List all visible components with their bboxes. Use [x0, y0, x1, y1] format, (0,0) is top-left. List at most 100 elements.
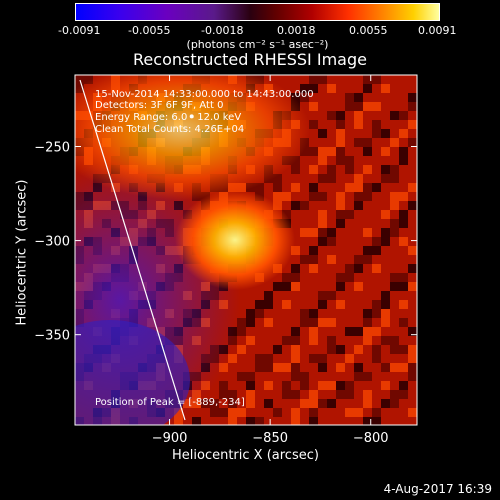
y-tick-label: −250	[34, 141, 70, 156]
heatmap-cell	[381, 291, 390, 300]
heatmap-cell	[399, 147, 408, 156]
heatmap-cell	[345, 408, 354, 417]
heatmap-cell	[309, 309, 318, 318]
heatmap-cell	[408, 408, 417, 417]
heatmap-cell	[336, 381, 345, 390]
heatmap-cell	[354, 255, 363, 264]
heatmap-cell	[336, 138, 345, 147]
heatmap-cell	[336, 390, 345, 399]
heatmap-cell	[237, 318, 246, 327]
heatmap-cell	[246, 309, 255, 318]
heatmap-cell	[345, 183, 354, 192]
heatmap-cell	[291, 390, 300, 399]
heatmap-cell	[318, 156, 327, 165]
heatmap-cell	[309, 417, 318, 425]
heatmap-cell	[282, 363, 291, 372]
heatmap-cell	[381, 84, 390, 93]
heatmap-cell	[354, 201, 363, 210]
heatmap-cell	[390, 399, 399, 408]
heatmap-cell	[291, 246, 300, 255]
heatmap-cell	[237, 372, 246, 381]
heatmap-cell	[273, 192, 282, 201]
heatmap-cell	[282, 336, 291, 345]
heatmap-cell	[300, 228, 309, 237]
heatmap-cell	[336, 282, 345, 291]
heatmap-cell	[219, 381, 228, 390]
heatmap-cell	[408, 246, 417, 255]
plot-frame	[74, 74, 418, 426]
heatmap-cell	[354, 183, 363, 192]
heatmap-cell	[399, 390, 408, 399]
heatmap-cell	[399, 300, 408, 309]
heatmap-cell	[309, 255, 318, 264]
heatmap-cell	[408, 282, 417, 291]
heatmap-cell	[363, 255, 372, 264]
heatmap-cell	[309, 336, 318, 345]
heatmap-cell	[390, 165, 399, 174]
heatmap-cell	[372, 354, 381, 363]
heatmap-cell	[336, 156, 345, 165]
heatmap-cell	[300, 318, 309, 327]
heatmap-cell	[309, 246, 318, 255]
heatmap-cell	[336, 219, 345, 228]
heatmap-cell	[408, 327, 417, 336]
heatmap-cell	[264, 354, 273, 363]
heatmap-cell	[381, 381, 390, 390]
heatmap-cell	[345, 210, 354, 219]
heatmap-cell	[327, 381, 336, 390]
heatmap-cell	[363, 147, 372, 156]
heatmap-cell	[399, 237, 408, 246]
heatmap-cell	[327, 84, 336, 93]
heatmap-cell	[399, 318, 408, 327]
heatmap-cell	[336, 300, 345, 309]
heatmap-cell	[399, 363, 408, 372]
heatmap-cell	[345, 273, 354, 282]
heatmap-cell	[345, 156, 354, 165]
heatmap-cell	[264, 381, 273, 390]
heatmap-cell	[300, 84, 309, 93]
heatmap-cell	[390, 390, 399, 399]
heatmap-cell	[390, 174, 399, 183]
heatmap-cell	[327, 174, 336, 183]
y-axis: −250 −300 −350	[34, 141, 417, 344]
heatmap-cell	[336, 192, 345, 201]
heatmap-cell	[327, 399, 336, 408]
heatmap-cell	[408, 138, 417, 147]
heatmap-cell	[345, 354, 354, 363]
heatmap-cell	[354, 192, 363, 201]
heatmap-cell	[363, 336, 372, 345]
x-tick-label: −800	[353, 431, 389, 446]
heatmap-cell	[255, 183, 264, 192]
heatmap-cell	[246, 336, 255, 345]
heatmap-cell	[264, 399, 273, 408]
heatmap-cell	[372, 246, 381, 255]
heatmap-cell	[408, 102, 417, 111]
heatmap-cell	[390, 228, 399, 237]
heatmap-cell	[291, 282, 300, 291]
heatmap-cell	[327, 111, 336, 120]
heatmap-cell	[246, 372, 255, 381]
heatmap-cell	[246, 381, 255, 390]
heatmap-cell	[354, 93, 363, 102]
heatmap-cell	[363, 84, 372, 93]
peak-position-label: Position of Peak = [-889,-234]	[95, 397, 245, 408]
colorbar-tick: 0.0091	[418, 24, 457, 37]
heatmap-cell	[237, 327, 246, 336]
heatmap-cell	[237, 408, 246, 417]
heatmap-cell	[75, 75, 84, 84]
heatmap-cell	[345, 327, 354, 336]
heatmap-cell	[309, 102, 318, 111]
heatmap-cell	[327, 345, 336, 354]
heatmap-cell	[363, 309, 372, 318]
heatmap-cell	[363, 372, 372, 381]
heatmap-cell	[300, 201, 309, 210]
colorbar-tick: -0.0055	[128, 24, 171, 37]
heatmap-cell	[390, 273, 399, 282]
heatmap-cell	[399, 156, 408, 165]
colorbar-tick: 0.0055	[349, 24, 388, 37]
heatmap-cell	[228, 399, 237, 408]
heatmap-cell	[363, 183, 372, 192]
heatmap-cell	[201, 399, 210, 408]
heatmap-cell	[273, 363, 282, 372]
heatmap-cell	[381, 399, 390, 408]
